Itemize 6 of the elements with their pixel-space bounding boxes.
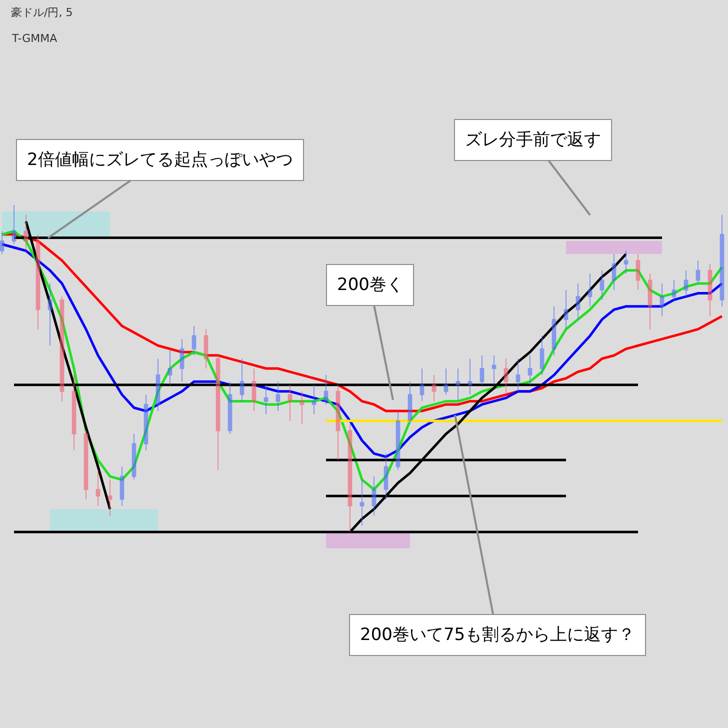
annotation: 200巻く [337,275,404,295]
text: 200巻いて75も割るから上に返す？ [360,625,636,645]
chart-title: 豪ドル/円, 5 [11,6,73,19]
text: 2倍値幅にズレてる起点っぽいやつ [27,150,293,170]
text: ズレ分手前で返す [465,130,601,150]
chart-subtitle: T-GMMA [11,32,58,45]
